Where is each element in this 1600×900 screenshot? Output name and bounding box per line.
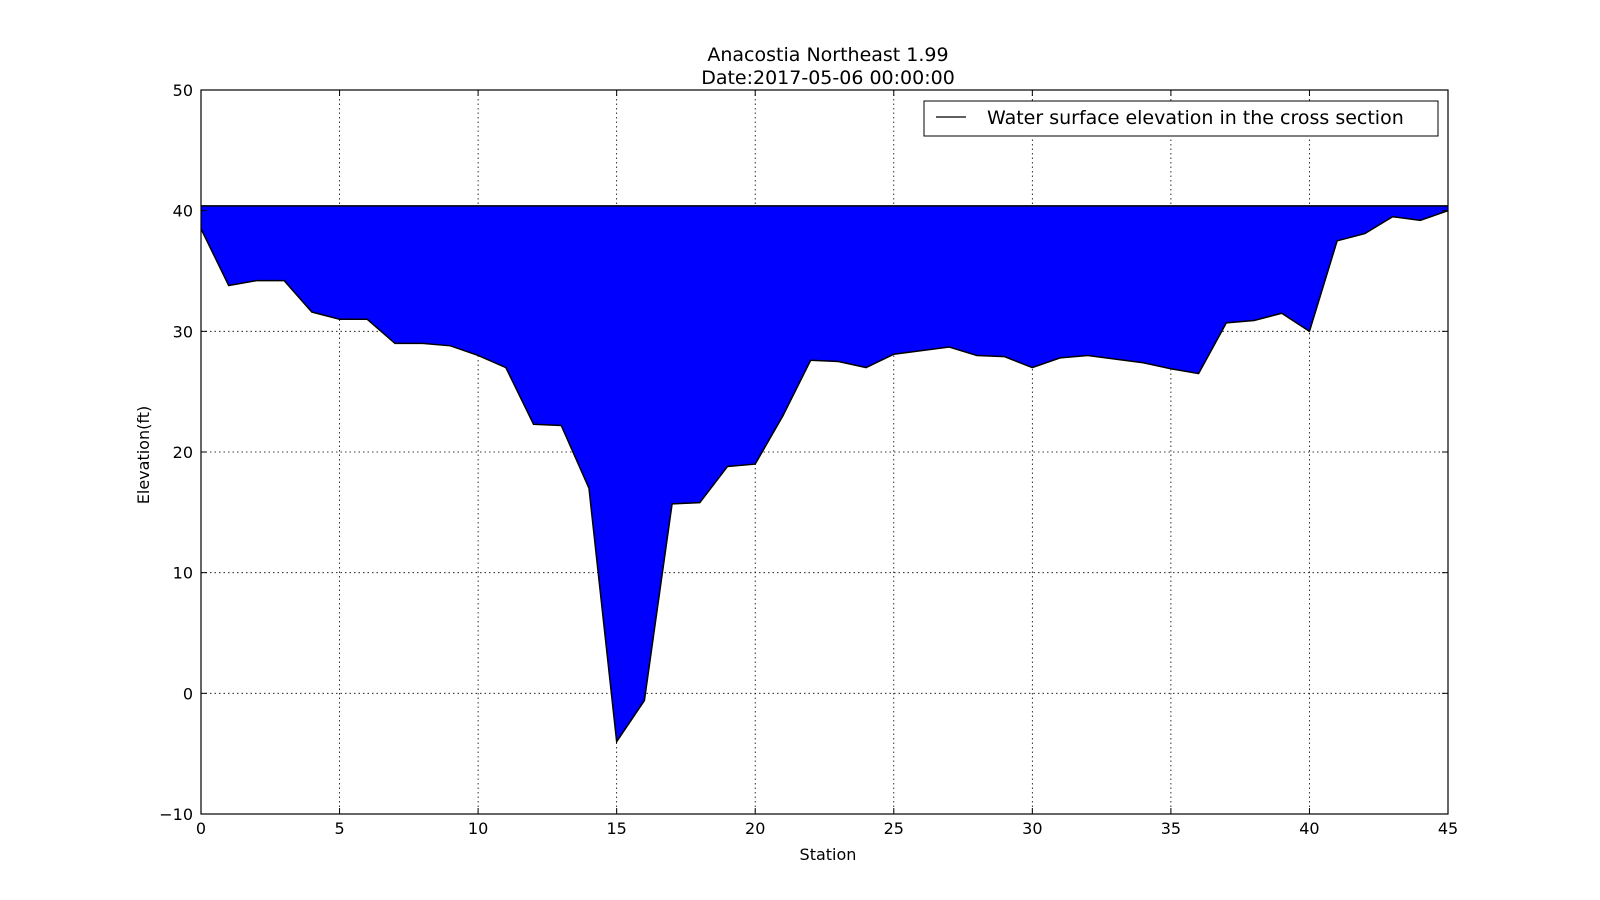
legend-box bbox=[923, 100, 1439, 137]
chart-title: Anacostia Northeast 1.99 bbox=[707, 44, 948, 66]
x-tick-label: 35 bbox=[1161, 819, 1181, 838]
x-tick-label: 0 bbox=[196, 819, 206, 838]
plot-area bbox=[201, 90, 1448, 814]
bed-profile-line bbox=[200, 209, 1449, 744]
chart-subtitle: Date:2017-05-06 00:00:00 bbox=[701, 67, 955, 89]
y-axis-label: Elevation(ft) bbox=[134, 406, 153, 504]
y-tick-label: 30 bbox=[173, 322, 193, 341]
x-tick-label: 10 bbox=[468, 819, 488, 838]
y-axis-ticks: −10 0 10 20 30 40 50 bbox=[159, 81, 1448, 824]
x-tick-label: 40 bbox=[1299, 819, 1319, 838]
x-tick-label: 20 bbox=[745, 819, 765, 838]
legend-entry: Water surface elevation in the cross sec… bbox=[987, 107, 1404, 129]
y-tick-label: −10 bbox=[159, 805, 193, 824]
x-axis-label: Station bbox=[800, 845, 857, 864]
y-tick-label: 20 bbox=[173, 443, 193, 462]
x-axis-ticks: 0 5 10 15 20 25 30 35 40 45 bbox=[196, 90, 1458, 838]
x-tick-label: 25 bbox=[884, 819, 904, 838]
x-tick-label: 45 bbox=[1438, 819, 1458, 838]
y-tick-label: 50 bbox=[173, 81, 193, 100]
y-tick-label: 10 bbox=[173, 564, 193, 583]
x-tick-label: 30 bbox=[1022, 819, 1042, 838]
x-tick-label: 15 bbox=[606, 819, 626, 838]
y-tick-label: 0 bbox=[183, 684, 193, 703]
y-tick-label: 40 bbox=[173, 202, 193, 221]
legend: Water surface elevation in the cross sec… bbox=[923, 100, 1439, 137]
x-tick-label: 5 bbox=[334, 819, 344, 838]
water-area bbox=[201, 205, 1448, 742]
